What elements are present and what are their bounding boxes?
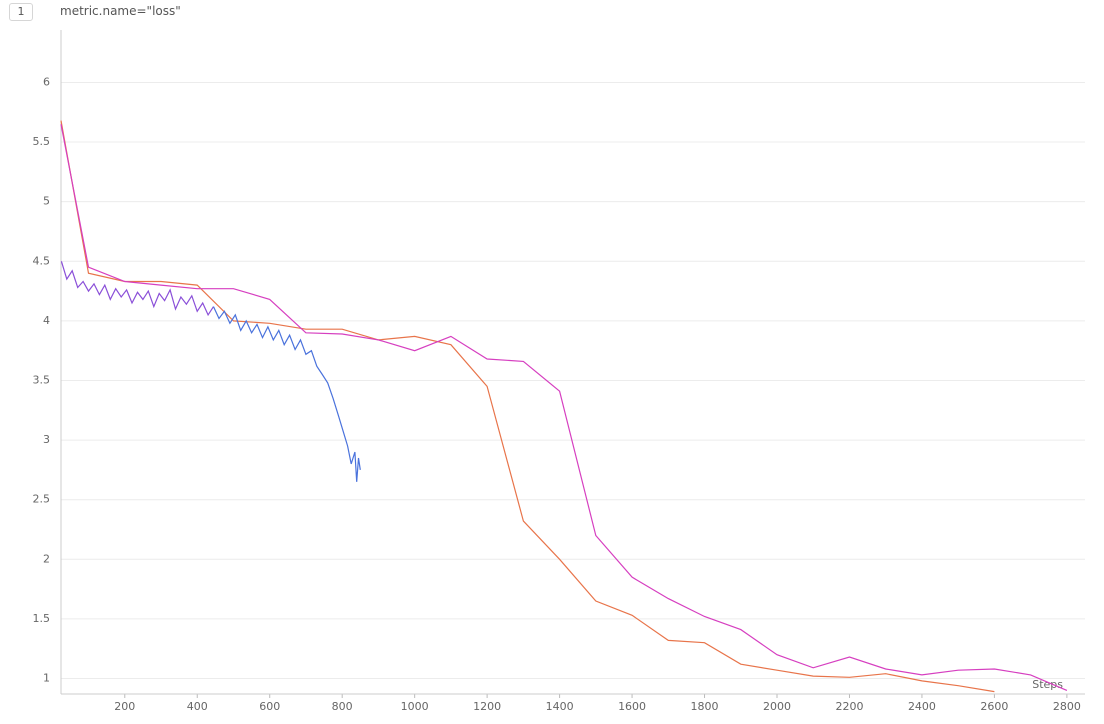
y-tick-label: 1 <box>43 672 50 685</box>
y-tick-label: 3.5 <box>33 373 51 386</box>
chart-title: metric.name="loss" <box>60 4 181 18</box>
x-axis-label: Steps <box>1032 678 1063 691</box>
y-tick-label: 5 <box>43 195 50 208</box>
x-tick-label: 2600 <box>980 700 1008 713</box>
series-line <box>212 306 361 482</box>
series-line <box>60 120 995 693</box>
series-line <box>60 124 1068 691</box>
y-tick-label: 5.5 <box>33 135 51 148</box>
y-tick-label: 4 <box>43 314 50 327</box>
y-tick-label: 2 <box>43 552 50 565</box>
x-tick-label: 2800 <box>1053 700 1081 713</box>
panel-index[interactable]: 1 <box>9 3 33 21</box>
x-tick-label: 1200 <box>473 700 501 713</box>
x-tick-label: 600 <box>259 700 280 713</box>
y-tick-label: 4.5 <box>33 254 51 267</box>
x-tick-label: 2200 <box>835 700 863 713</box>
x-tick-label: 1000 <box>401 700 429 713</box>
x-tick-label: 2400 <box>908 700 936 713</box>
y-tick-label: 2.5 <box>33 493 51 506</box>
x-tick-label: 800 <box>332 700 353 713</box>
x-tick-label: 1400 <box>546 700 574 713</box>
x-tick-label: 200 <box>114 700 135 713</box>
y-tick-label: 6 <box>43 75 50 88</box>
x-tick-label: 2000 <box>763 700 791 713</box>
x-tick-label: 1600 <box>618 700 646 713</box>
y-tick-label: 3 <box>43 433 50 446</box>
y-tick-label: 1.5 <box>33 612 51 625</box>
x-tick-label: 1800 <box>691 700 719 713</box>
series-line <box>60 261 215 317</box>
x-tick-label: 400 <box>187 700 208 713</box>
